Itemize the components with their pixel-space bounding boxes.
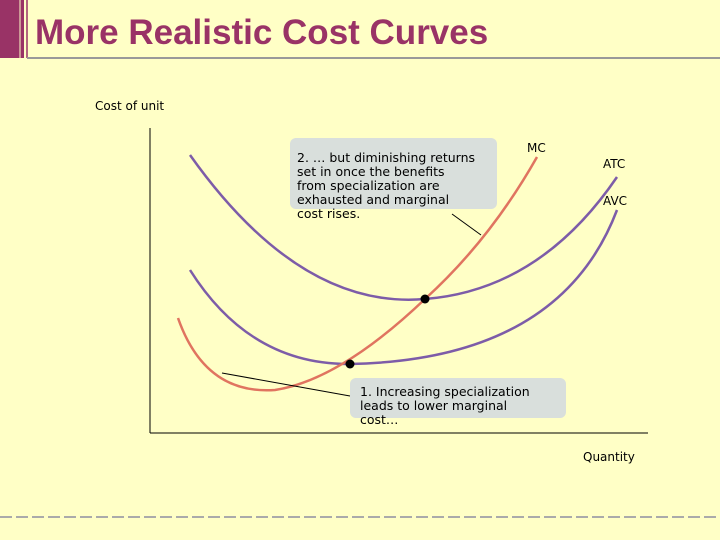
curve-label: AVC: [603, 194, 627, 208]
curve-label: MC: [527, 141, 546, 155]
x-axis-label: Quantity: [583, 450, 635, 464]
y-axis-label: Cost of unit: [95, 99, 164, 113]
annotation-line: from specialization are: [297, 178, 440, 193]
annotation-line: exhausted and marginal: [297, 192, 449, 207]
curve-label: ATC: [603, 157, 625, 171]
annotation-line: leads to lower marginal: [360, 398, 507, 413]
annotation-line: cost…: [360, 412, 398, 427]
annotation-box: [290, 138, 497, 209]
mc-curve: [176, 156, 539, 392]
annotation-line: 2. … but diminishing returns: [297, 150, 475, 165]
atc-min-dot: [420, 294, 430, 304]
annotation-line: 1. Increasing specialization: [360, 384, 530, 399]
annotation-line: set in once the benefits: [297, 164, 445, 179]
leader-line: [451, 213, 482, 236]
annotation-line: cost rises.: [297, 206, 360, 221]
title: More Realistic Cost Curves: [35, 13, 488, 52]
avc-min-dot: [345, 359, 355, 369]
leader-line: [221, 372, 351, 397]
annotation-box: [350, 378, 566, 418]
avc-curve: [188, 209, 619, 366]
